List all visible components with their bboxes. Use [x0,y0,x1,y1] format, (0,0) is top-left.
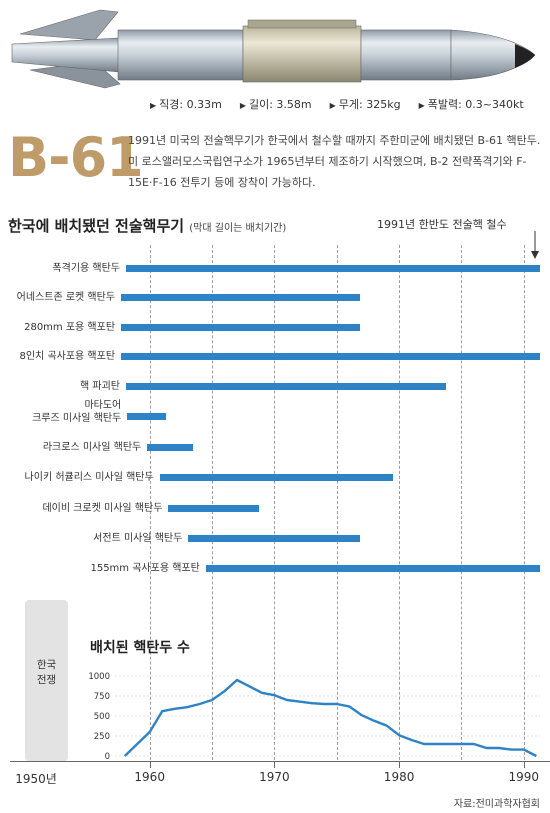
x-axis-tick [523,762,525,768]
deployment-label: 폭격기용 핵탄두 [0,262,120,275]
x-axis-tick-label: 1980 [383,770,415,784]
deployment-bar [147,444,194,451]
x-axis-tick-label: 1970 [259,770,290,784]
deployment-label-line: 마타도어 [84,400,122,411]
deployment-label-line: 나이키 허큘리스 미사일 핵탄두 [24,471,154,483]
deployment-label-line: 데이비 크로켓 미사일 핵탄두 [42,502,163,514]
deployment-bar [126,265,540,272]
deployment-label-line: 크루즈 미사일 핵탄두 [32,413,122,424]
deployment-label: 8인치 곡사포용 핵포탄 [0,350,116,363]
deployment-label: 280mm 포용 핵포탄 [0,321,115,334]
year-gridline [212,245,214,760]
korean-war-label: 한국 전쟁 [25,658,68,688]
deployment-bar [168,505,260,512]
deployment-bar [126,383,447,390]
deployment-label: 155mm 곡사포용 핵포탄 [40,562,200,575]
y-axis-tick-label: 500 [94,712,110,722]
timeline-title-text: 한국에 배치됐던 전술핵무기 [8,217,185,235]
y-axis-tick-label: 0 [105,752,110,762]
x-axis-tick-label: 1990 [508,770,540,784]
year-gridline [336,245,338,760]
withdrawal-arrow-icon [531,231,539,259]
deployment-bar [159,474,393,481]
year-gridline [523,245,525,760]
deployment-bar [121,324,361,331]
b61-title: B-61 [8,126,144,189]
deployment-label-line: 서전트 미사일 핵탄두 [93,532,183,544]
warhead-count-line [123,678,537,758]
year-gridline [461,245,463,760]
deployment-label-line: 8인치 곡사포용 핵포탄 [19,350,116,362]
year-gridline [274,245,276,760]
b61-description: 1991년 미국의 전술핵무기가 한국에서 철수할 때까지 주한미군에 배치됐던… [128,134,541,189]
year-gridline [399,245,401,760]
deployment-label-line: 폭격기용 핵탄두 [52,262,121,274]
y-axis-tick-label: 1000 [88,672,110,682]
deployment-label: 서전트 미사일 핵탄두 [22,532,182,545]
spec-yield: 폭발력: 0.3~340kt [419,96,524,112]
deployment-label-line: 라크로스 미사일 핵탄두 [42,441,142,453]
deployment-label: 데이비 크로켓 미사일 핵탄두 [2,502,162,515]
deployment-label-line: 어네스트존 로켓 핵탄두 [16,291,116,303]
count-chart-title: 배치된 핵탄두 수 [90,640,190,656]
deployment-label-line: 155mm 곡사포용 핵포탄 [90,562,200,574]
deployment-bar [188,535,361,542]
x-axis-start-label: 1950년 [15,772,57,786]
deployment-label-line: 280mm 포용 핵포탄 [24,321,116,333]
withdrawal-note: 1991년 한반도 전술핵 철수 [377,218,507,231]
y-axis-tick-label: 750 [94,692,110,702]
deployment-label: 핵 파괴탄 [0,380,120,393]
x-axis-tick [149,762,151,768]
spec-list: 직경: 0.33m 길이: 3.58m 무게: 325kg 폭발력: 0.3~3… [150,96,545,112]
deployment-bar [127,413,166,420]
timeline-subtitle: (막대 길이는 배치기간) [189,223,287,234]
year-gridline [149,245,151,760]
deployment-bar [121,353,540,360]
spec-length: 길이: 3.58m [240,96,312,112]
x-axis-tick [399,762,401,768]
spec-diameter: 직경: 0.33m [150,96,222,112]
deployment-label: 나이키 허큘리스 미사일 핵탄두 [0,471,154,484]
korean-war-label-line1: 한국 [36,659,57,671]
y-axis-tick-label: 250 [94,732,110,742]
deployment-bar [205,565,540,572]
x-axis-tick-label: 1960 [134,770,165,784]
x-axis-line [10,761,550,762]
deployment-label-line: 핵 파괴탄 [80,380,121,392]
deployment-label: 라크로스 미사일 핵탄두 [0,441,141,454]
x-axis-tick [274,762,276,768]
source-credit: 자료:전미과학자협회 [453,799,540,810]
deployment-label: 어네스트존 로켓 핵탄두 [0,291,115,304]
spec-weight: 무게: 325kg [330,96,401,112]
korean-war-label-line2: 전쟁 [36,674,57,686]
timeline-title: 한국에 배치됐던 전술핵무기 (막대 길이는 배치기간) [8,215,286,236]
b61-bomb-illustration [11,9,536,89]
korean-war-band [25,600,68,761]
deployment-bar [121,294,361,301]
